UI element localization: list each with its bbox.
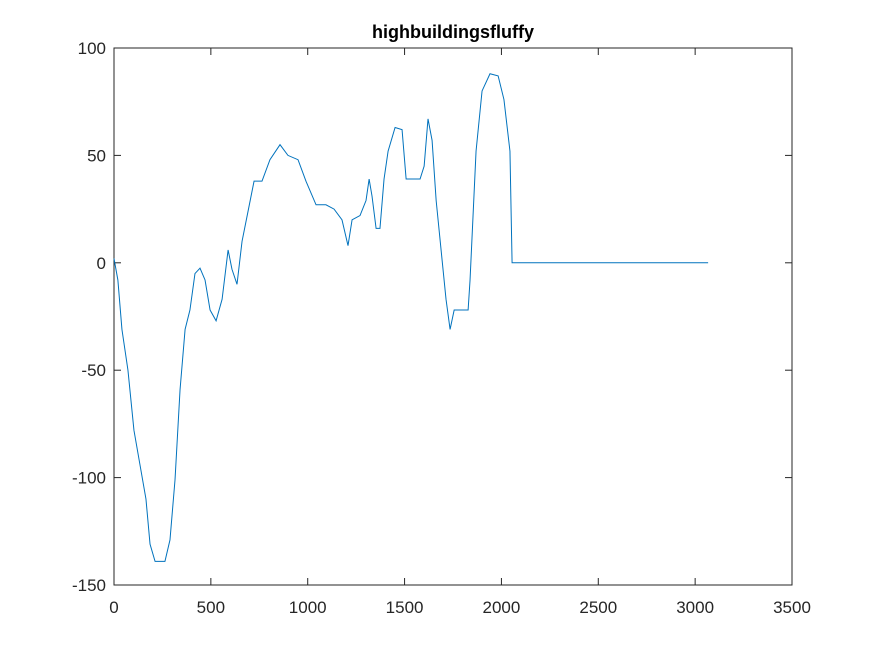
x-tick-label: 1500	[386, 598, 424, 617]
x-tick-label: 3000	[676, 598, 714, 617]
x-tick-label: 1000	[289, 598, 327, 617]
y-tick-label: 100	[78, 39, 106, 58]
y-tick-label: -50	[81, 361, 106, 380]
x-tick-label: 2000	[483, 598, 521, 617]
y-tick-label: 50	[87, 146, 106, 165]
y-tick-label: 0	[97, 254, 106, 273]
y-tick-label: -100	[72, 469, 106, 488]
x-tick-label: 0	[109, 598, 118, 617]
y-tick-label: -150	[72, 576, 106, 595]
x-tick-label: 2500	[579, 598, 617, 617]
data-line	[113, 73, 709, 562]
chart-title: highbuildingsfluffy	[372, 22, 534, 42]
x-tick-label: 3500	[773, 598, 811, 617]
x-tick-label: 500	[197, 598, 225, 617]
